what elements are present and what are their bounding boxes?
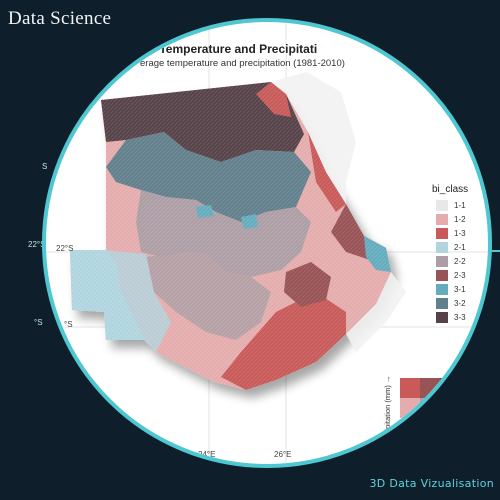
bivariate-map	[46, 22, 488, 464]
legend-item: 3-2	[436, 298, 466, 309]
footer-label: 3D Data Vizualisation	[369, 477, 494, 490]
map-title: na: Temperature and Precipitati	[138, 42, 318, 56]
outer-lat-label: 22°S	[28, 240, 46, 249]
legend-item: 1-3	[436, 228, 466, 239]
legend-swatch	[436, 200, 448, 211]
legend-swatch	[436, 242, 448, 253]
legend-label: 1-3	[454, 229, 466, 238]
map-subtitle: erage temperature and precipitation (198…	[140, 58, 345, 69]
legend-swatch	[436, 298, 448, 309]
legend-swatch	[436, 270, 448, 281]
map-viewport: na: Temperature and Precipitati erage te…	[42, 18, 492, 468]
legend-item: 3-1	[436, 284, 466, 295]
legend-label: 3-2	[454, 299, 466, 308]
legend-title: bi_class	[432, 184, 469, 195]
legend-item: 1-2	[436, 214, 466, 225]
legend-label: 1-1	[454, 201, 466, 210]
bivariate-axis-label: Precipitation (mm) →	[383, 375, 392, 446]
legend-label: 3-1	[454, 285, 466, 294]
legend-swatch	[436, 312, 448, 323]
outer-lat-label: S	[42, 162, 48, 171]
lat-label: °S	[64, 320, 73, 329]
brand-title: Data Science	[8, 8, 112, 29]
legend-item: 2-1	[436, 242, 466, 253]
legend-swatch	[436, 256, 448, 267]
lon-label: 24°E	[198, 450, 216, 459]
legend-swatch	[436, 214, 448, 225]
country-shape	[70, 82, 391, 390]
bivariate-legend-grid	[400, 378, 460, 418]
legend-label: 3-3	[454, 313, 466, 322]
legend-label: 2-1	[454, 243, 466, 252]
legend-item: 2-3	[436, 270, 466, 281]
legend-label: 2-3	[454, 271, 466, 280]
legend-item: 3-3	[436, 312, 466, 323]
legend-item: 2-2	[436, 256, 466, 267]
legend-swatch	[436, 228, 448, 239]
lon-label: 26°E	[274, 450, 292, 459]
outer-lat-label: °S	[34, 318, 43, 327]
ring-tick	[488, 250, 500, 252]
lat-label: 22°S	[56, 244, 74, 253]
legend-label: 1-2	[454, 215, 466, 224]
legend-swatch	[436, 284, 448, 295]
legend-item: 1-1	[436, 200, 466, 211]
legend-label: 2-2	[454, 257, 466, 266]
